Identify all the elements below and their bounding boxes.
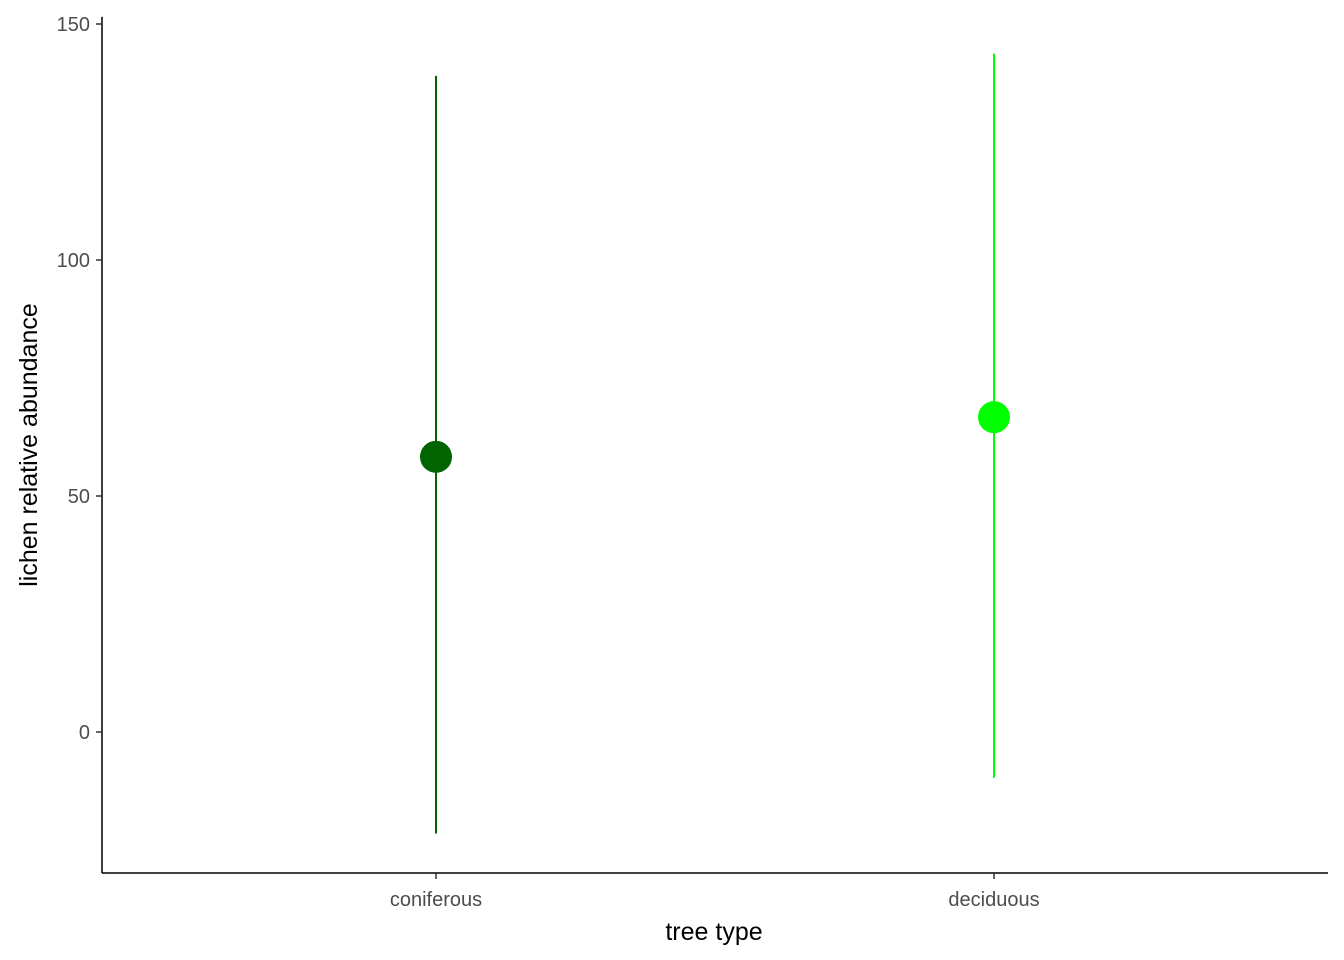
y-tick-label: 0	[79, 722, 90, 744]
plot-marks	[420, 53, 1010, 834]
point-coniferous	[420, 440, 452, 473]
y-axis-title: lichen relative abundance	[15, 303, 43, 587]
y-tick-label: 50	[68, 486, 90, 508]
x-tick-label: coniferous	[390, 889, 482, 911]
x-axis-title: tree type	[665, 918, 762, 946]
x-tick-label: deciduous	[948, 889, 1039, 911]
x-axis: coniferous deciduous	[102, 872, 1328, 911]
point-deciduous	[978, 401, 1010, 434]
y-tick-label: 100	[57, 250, 90, 272]
y-axis: 0 50 100 150	[57, 14, 103, 873]
y-tick-label: 150	[57, 14, 90, 36]
